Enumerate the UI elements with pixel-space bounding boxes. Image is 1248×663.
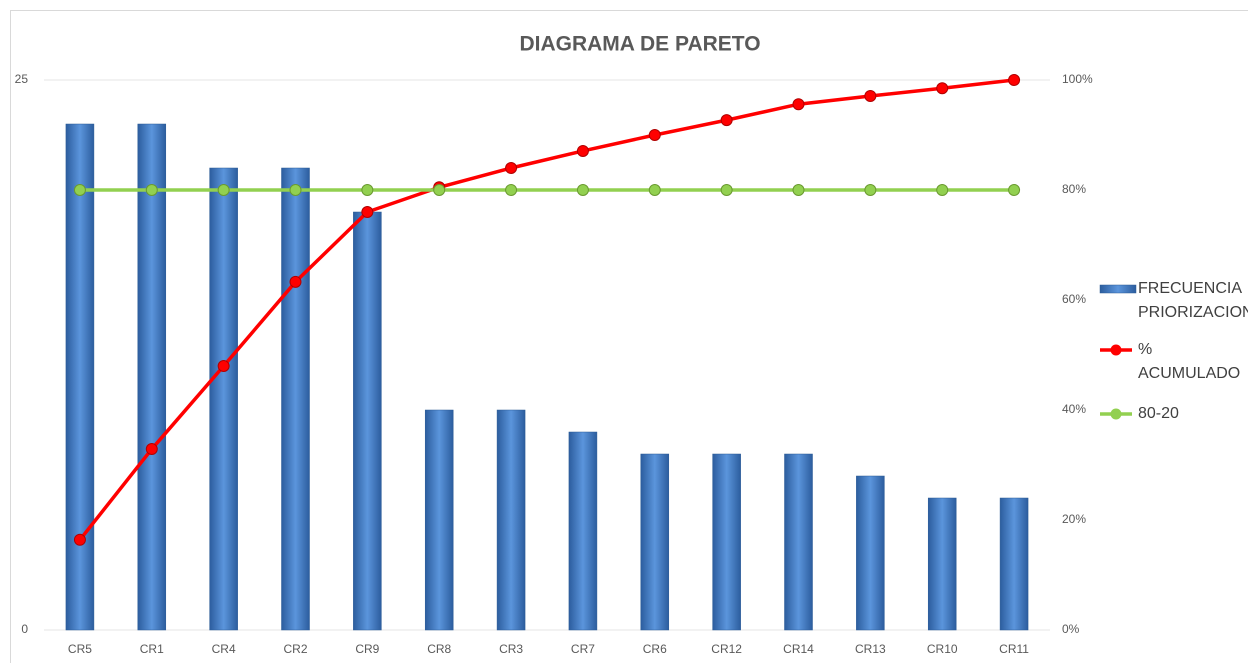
marker (648, 184, 661, 196)
marker (936, 184, 949, 196)
line (78, 78, 1015, 541)
legend-label: 80-20 (1138, 405, 1179, 422)
marker (648, 129, 661, 141)
x-tick-label: CR11 (999, 642, 1029, 656)
x-tick-label: CR1 (140, 642, 164, 656)
marker (505, 162, 518, 174)
bar (640, 453, 670, 631)
y-tick-label: 25 (15, 72, 29, 86)
bar (424, 409, 454, 631)
marker (145, 184, 158, 196)
legend-marker (1110, 344, 1122, 356)
legend-marker (1110, 408, 1122, 420)
x-tick-label: CR7 (571, 642, 595, 656)
marker (1008, 184, 1021, 196)
marker (1008, 74, 1021, 86)
y2-tick-label: 60% (1062, 292, 1086, 306)
bar (353, 211, 382, 631)
bar (137, 123, 167, 631)
legend-swatch (1099, 284, 1137, 294)
x-tick-label: CR9 (355, 642, 379, 656)
bar (856, 475, 885, 631)
marker (792, 98, 805, 111)
chart-title: DIAGRAMA DE PARETO (519, 33, 760, 56)
bar (209, 167, 238, 631)
marker (936, 82, 949, 95)
marker (217, 360, 230, 372)
marker (361, 206, 374, 218)
bar (568, 431, 598, 631)
x-tick-label: CR5 (68, 642, 92, 656)
x-tick-label: CR14 (783, 642, 814, 656)
bar (281, 167, 310, 631)
marker (864, 184, 877, 196)
x-tick-label: CR4 (212, 642, 236, 656)
marker (505, 184, 518, 196)
legend-label: FRECUENCIA PRIORIZACION (1138, 280, 1248, 321)
x-tick-label: CR13 (855, 642, 886, 656)
marker (720, 114, 733, 127)
y2-tick-label: 40% (1062, 402, 1086, 416)
legend-label: % ACUMULADO (1138, 341, 1241, 382)
bar (999, 497, 1029, 631)
marker (864, 89, 877, 102)
bar (927, 497, 957, 631)
marker (576, 144, 589, 157)
marker (145, 443, 158, 456)
bar (65, 123, 95, 631)
x-tick-label: CR2 (283, 642, 307, 656)
bar (496, 409, 526, 631)
y2-tick-label: 20% (1062, 512, 1086, 526)
x-tick-label: CR8 (427, 642, 451, 656)
marker (433, 184, 446, 196)
marker (73, 184, 86, 196)
marker (361, 184, 374, 196)
y2-tick-label: 80% (1062, 182, 1086, 196)
x-tick-label: CR6 (643, 642, 667, 656)
y2-tick-label: 100% (1062, 72, 1093, 86)
marker (720, 184, 733, 196)
bar (712, 453, 741, 631)
marker (792, 184, 805, 196)
chart-frame (10, 10, 1248, 663)
marker (289, 275, 302, 288)
y2-tick-label: 0% (1062, 622, 1080, 636)
x-tick-label: CR3 (499, 642, 523, 656)
marker (576, 184, 589, 196)
marker (217, 184, 230, 196)
x-tick-label: CR12 (711, 642, 742, 656)
y-tick-label: 0 (21, 622, 28, 636)
bar (784, 453, 813, 631)
x-tick-label: CR10 (927, 642, 958, 656)
marker (289, 184, 302, 196)
marker (73, 533, 86, 546)
